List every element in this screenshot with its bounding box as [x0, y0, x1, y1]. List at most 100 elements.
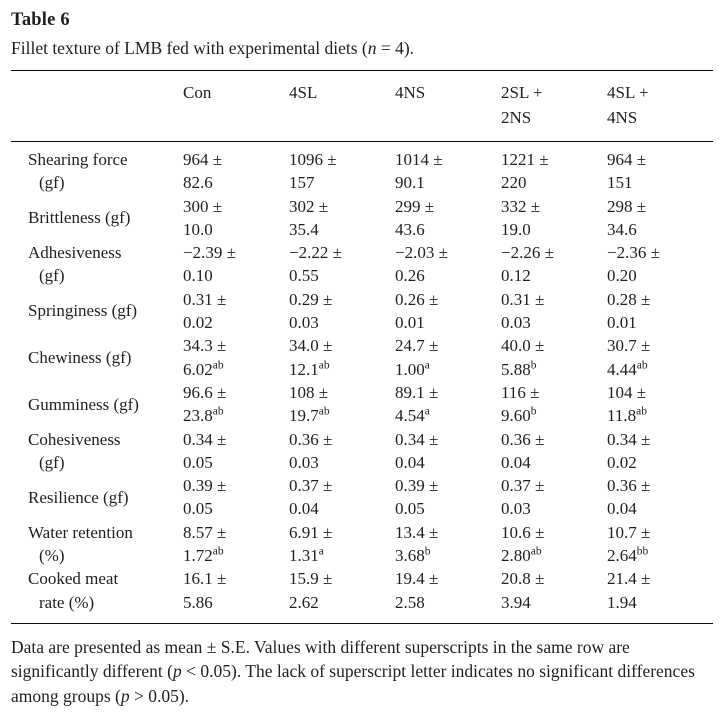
- value-cell: 964 ± 151: [607, 148, 713, 195]
- mean-value: 1221 ±: [501, 150, 549, 169]
- mean-value: 15.9 ±: [289, 569, 333, 589]
- se-value: 11.8: [607, 406, 637, 426]
- column-header-line1: 2SL +: [501, 83, 543, 102]
- mean-value: 1014 ±: [395, 150, 443, 169]
- mean-value: −2.22 ±: [289, 243, 342, 263]
- column-header-4ns: 4NS: [395, 81, 501, 130]
- row-label-line2: rate (%): [39, 592, 95, 612]
- se-line: 0.01: [395, 311, 501, 334]
- value-cell: 13.4 ±3.68b: [395, 521, 501, 568]
- value-cell: 10.6 ±2.80ab: [501, 521, 607, 568]
- row-label-line1: Gumminess (gf): [28, 394, 139, 414]
- se-value: 10.0: [183, 219, 213, 239]
- table-caption: Fillet texture of LMB fed with experimen…: [11, 38, 713, 59]
- mean-value: 0.31 ±: [501, 289, 545, 309]
- se-value: 5.86: [183, 592, 213, 612]
- mean-value: 964 ±: [183, 150, 223, 169]
- row-label: Shearing force (gf): [11, 148, 183, 195]
- mean-value: 108 ±: [289, 382, 329, 402]
- table-row: Water retention (%) 8.57 ±1.72ab 6.91 ±1.31…: [11, 521, 713, 568]
- se-value: 0.01: [395, 313, 425, 333]
- se-value: 157: [289, 173, 315, 193]
- value-cell: 0.29 ± 0.03: [289, 288, 395, 335]
- row-label: Springiness (gf): [11, 288, 183, 335]
- table-row: Brittleness (gf) 300 ± 10.0 302 ± 35.4 299 ± 4…: [11, 195, 713, 242]
- se-value: 2.64: [607, 546, 637, 566]
- se-line: 0.02: [607, 451, 713, 474]
- value-cell: 19.4 ± 2.58: [395, 567, 501, 614]
- se-line: 0.05: [395, 497, 501, 520]
- value-cell: 0.36 ± 0.04: [607, 474, 713, 521]
- column-header-line1: 4SL +: [607, 83, 649, 102]
- row-label: Gumminess (gf): [11, 381, 183, 428]
- se-value: 3.94: [501, 592, 531, 612]
- mean-value: 34.3 ±: [183, 336, 227, 356]
- se-value: 12.1: [289, 359, 319, 379]
- se-value: 0.55: [289, 266, 319, 286]
- mean-value: 96.6 ±: [183, 382, 227, 402]
- value-cell: 0.34 ± 0.02: [607, 428, 713, 475]
- se-value: 151: [607, 173, 633, 193]
- mean-value: 0.34 ±: [607, 429, 651, 449]
- mean-value: 6.91 ±: [289, 522, 333, 542]
- row-label-line1: Resilience (gf): [28, 487, 129, 507]
- value-cell: 964 ± 82.6: [183, 148, 289, 195]
- se-value: 0.04: [395, 452, 425, 472]
- se-line: 0.02: [183, 311, 289, 334]
- mean-value: 0.29 ±: [289, 289, 333, 309]
- se-value: 3.68: [395, 546, 425, 566]
- caption-variable-n: n: [367, 38, 377, 58]
- se-line: 19.0: [501, 218, 607, 241]
- mean-value: 0.37 ±: [501, 476, 545, 496]
- row-label: Brittleness (gf): [11, 195, 183, 242]
- se-line: 0.05: [183, 451, 289, 474]
- se-line: 35.4: [289, 218, 395, 241]
- mean-value: −2.36 ±: [607, 243, 660, 263]
- se-line: 0.04: [395, 451, 501, 474]
- value-cell: 20.8 ± 3.94: [501, 567, 607, 614]
- significance-superscript: ab: [212, 405, 224, 418]
- se-line: 9.60b: [501, 404, 607, 427]
- footnote-p-italic-1: p: [173, 661, 182, 682]
- row-label: Resilience (gf): [11, 474, 183, 521]
- se-value: 19.0: [501, 219, 531, 239]
- se-line: 220: [501, 171, 607, 194]
- mean-value: 30.7 ±: [607, 336, 651, 356]
- se-value: 0.03: [289, 452, 319, 472]
- table-row: Chewiness (gf) 34.3 ±6.02ab 34.0 ±12.1ab 24…: [11, 334, 713, 381]
- row-label-line2: (gf): [39, 173, 65, 193]
- mean-value: 10.7 ±: [607, 522, 651, 542]
- mean-value: 0.39 ±: [183, 476, 227, 496]
- value-cell: 0.31 ± 0.03: [501, 288, 607, 335]
- mean-value: 10.6 ±: [501, 522, 545, 542]
- se-value: 0.04: [289, 499, 319, 519]
- value-cell: 0.39 ± 0.05: [395, 474, 501, 521]
- value-cell: 298 ± 34.6: [607, 195, 713, 242]
- se-line: 1.31a: [289, 544, 395, 567]
- row-label: Cohesiveness (gf): [11, 428, 183, 475]
- se-line: 3.68b: [395, 544, 501, 567]
- mean-value: 0.34 ±: [183, 429, 227, 449]
- row-label-line1: Chewiness (gf): [28, 348, 132, 368]
- se-value: 43.6: [395, 219, 425, 239]
- se-value: 2.58: [395, 592, 425, 612]
- se-line: 0.55: [289, 264, 395, 287]
- table-row: Shearing force (gf) 964 ± 82.6 1096 ± 157 1014…: [11, 148, 713, 195]
- se-value: 2.80: [501, 546, 531, 566]
- mean-value: 1096 ±: [289, 150, 337, 169]
- value-cell: 0.34 ± 0.05: [183, 428, 289, 475]
- se-value: 2.62: [289, 592, 319, 612]
- column-header-line2: 2NS: [501, 107, 532, 127]
- value-cell: 1221 ± 220: [501, 148, 607, 195]
- se-line: 11.8ab: [607, 404, 713, 427]
- se-line: 151: [607, 171, 713, 194]
- significance-superscript: ab: [318, 359, 330, 372]
- significance-superscript: b: [424, 545, 431, 558]
- value-cell: 0.31 ± 0.02: [183, 288, 289, 335]
- value-cell: 30.7 ±4.44ab: [607, 334, 713, 381]
- se-line: 34.6: [607, 218, 713, 241]
- table-row: Resilience (gf) 0.39 ±0.05 0.37 ±0.04 0.39 …: [11, 474, 713, 521]
- column-header-line1: 4SL: [289, 83, 318, 102]
- se-line: 82.6: [183, 171, 289, 194]
- value-cell: 108 ±19.7ab: [289, 381, 395, 428]
